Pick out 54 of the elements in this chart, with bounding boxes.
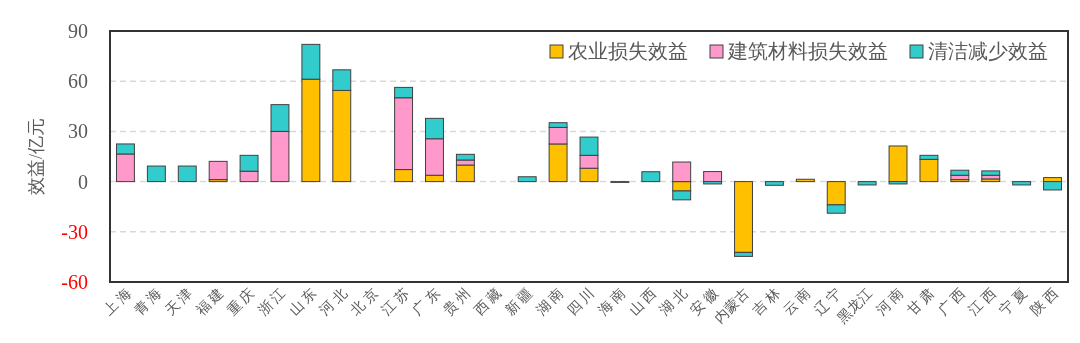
x-tick-label: 陕 西 (1027, 285, 1061, 319)
x-tick-label: 湖 北 (656, 285, 690, 319)
bar (703, 171, 723, 183)
x-tick-label: 浙 江 (255, 285, 289, 319)
bar (1012, 181, 1032, 186)
x-tick-label: 新 疆 (502, 285, 536, 319)
bar (919, 158, 939, 183)
x-tick-label: 河 南 (873, 285, 907, 319)
bar (517, 176, 537, 183)
x-tick-label: 海 南 (595, 285, 629, 319)
x-tick-label: 湖 南 (533, 285, 567, 319)
bar (950, 169, 970, 176)
x-tick-label: 北 京 (347, 285, 381, 319)
y-tick-label: 90 (68, 20, 88, 42)
x-tick-label: 江 西 (965, 285, 999, 319)
legend-label: 农业损失效益 (568, 40, 688, 62)
y-tick-label: 30 (68, 120, 88, 143)
x-tick-label: 山 西 (626, 285, 659, 319)
y-tick-label: 60 (68, 70, 88, 93)
x-tick-label: 宁 夏 (996, 285, 1030, 319)
bar (455, 164, 475, 183)
x-tick-label: 四 川 (564, 285, 598, 319)
x-tick-label: 山 东 (286, 285, 319, 319)
x-tick-label: 上 海 (100, 285, 134, 319)
x-tick-label: 青 海 (131, 285, 165, 319)
bar (857, 181, 877, 186)
bar (177, 165, 197, 183)
y-tick-label: 0 (78, 170, 88, 193)
x-tick-label: 甘 肃 (904, 285, 938, 319)
legend-label: 建筑材料损失效益 (727, 40, 888, 62)
x-tick-label: 西 藏 (471, 285, 505, 319)
bar (641, 171, 661, 183)
x-tick-label: 广 西 (935, 285, 968, 319)
x-tick-label: 重 庆 (224, 285, 258, 319)
y-tick-label: -30 (61, 220, 88, 243)
x-tick-label: 贵 州 (440, 285, 474, 319)
bar (1043, 181, 1063, 191)
y-axis-title: 效益/亿元 (26, 117, 46, 196)
x-tick-label: 广 东 (409, 285, 443, 319)
bar (981, 170, 1001, 176)
bar (795, 178, 815, 183)
bar (146, 165, 166, 183)
bar (888, 145, 908, 183)
x-tick-label: 河 北 (317, 285, 350, 319)
x-tick-label: 吉 林 (749, 285, 783, 319)
bar (208, 160, 228, 181)
y-tick-label: -60 (61, 271, 88, 293)
bar (734, 181, 753, 253)
x-tick-label: 江 苏 (378, 285, 412, 319)
x-tick-label: 云 南 (780, 285, 814, 319)
legend-label: 清洁减少效益 (928, 40, 1048, 62)
x-tick-label: 天 津 (162, 285, 196, 319)
bar (764, 181, 784, 186)
x-tick-label: 福 建 (193, 285, 227, 319)
